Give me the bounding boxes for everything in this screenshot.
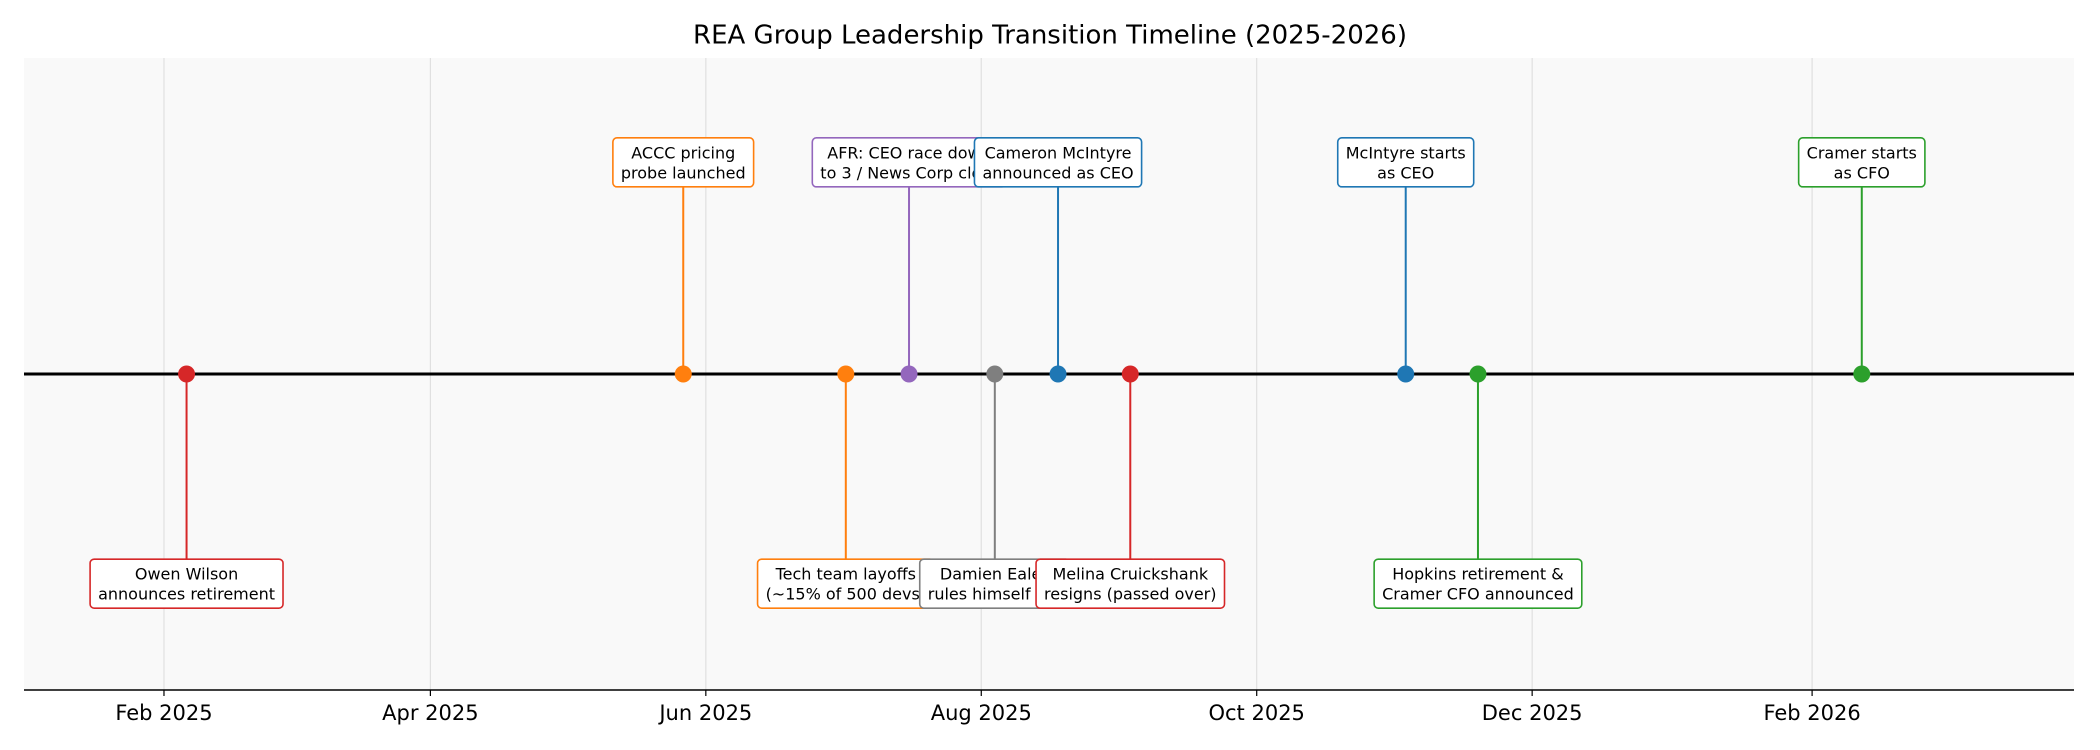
label-box	[612, 137, 755, 188]
label-line: as CEO	[1377, 163, 1434, 182]
label-line: Cramer CFO announced	[1382, 584, 1574, 603]
event-dot	[674, 365, 692, 383]
event-label-text: Damien Eales rules himself out	[928, 564, 1062, 603]
event-label: Hopkins retirement & Cramer CFO announced	[1373, 558, 1583, 609]
label-box	[1336, 137, 1475, 188]
event-label: Cameron McIntyre announced as CEO	[973, 137, 1143, 188]
event-dot	[178, 365, 196, 383]
event-label-text: Hopkins retirement & Cramer CFO announced	[1382, 564, 1574, 603]
label-line: announces retirement	[98, 584, 275, 603]
x-tick-label: Feb 2026	[1763, 701, 1860, 725]
label-line: Melina Cruickshank	[1052, 564, 1208, 583]
event-dot	[900, 365, 918, 383]
x-tick-label: Apr 2025	[382, 701, 478, 725]
event-label-text: Tech team layoffs (~15% of 500 devs)	[766, 564, 926, 603]
x-tick-label: Jun 2025	[657, 701, 752, 725]
label-line: resigns (passed over)	[1044, 584, 1216, 603]
label-box	[1035, 558, 1226, 609]
event-dot	[1397, 365, 1415, 383]
x-tick-label: Oct 2025	[1208, 701, 1304, 725]
label-line: ACCC pricing	[631, 143, 735, 162]
labels: Owen Wilson announces retirement ACCC pric…	[89, 137, 1926, 609]
event-label: AFR: CEO race down to 3 / News Corp clout	[811, 137, 1007, 188]
event-label-text: Owen Wilson announces retirement	[98, 564, 275, 603]
event-dot	[837, 365, 855, 383]
event-dot	[1853, 365, 1871, 383]
event-label-text: Cameron McIntyre announced as CEO	[982, 143, 1133, 182]
label-line: (~15% of 500 devs)	[766, 584, 926, 603]
label-line: McIntyre starts	[1346, 143, 1466, 162]
event-label: McIntyre starts as CEO	[1336, 137, 1475, 188]
label-box	[973, 137, 1143, 188]
event-dot	[1049, 365, 1067, 383]
label-box	[1797, 137, 1926, 188]
label-line: to 3 / News Corp clout	[820, 163, 997, 182]
label-line: Damien Eales	[940, 564, 1050, 583]
event-label: Tech team layoffs (~15% of 500 devs)	[756, 558, 935, 609]
label-line: Owen Wilson	[135, 564, 238, 583]
event-label: ACCC pricing probe launched	[612, 137, 755, 188]
x-tick-label: Dec 2025	[1482, 701, 1583, 725]
label-line: rules himself out	[928, 584, 1062, 603]
event-label: Cramer starts as CFO	[1797, 137, 1926, 188]
event-dot	[986, 365, 1004, 383]
dots	[178, 365, 1871, 383]
event-dot	[1121, 365, 1139, 383]
label-line: AFR: CEO race down	[827, 143, 991, 162]
x-tick-label: Feb 2025	[115, 701, 212, 725]
label-line: Cameron McIntyre	[985, 143, 1132, 162]
event-label-text: Melina Cruickshank resigns (passed over)	[1044, 564, 1216, 603]
label-line: Tech team layoffs	[775, 564, 916, 583]
label-box	[1373, 558, 1583, 609]
label-line: Cramer starts	[1807, 143, 1917, 162]
event-label-text: ACCC pricing probe launched	[621, 143, 746, 182]
chart-title: REA Group Leadership Transition Timeline…	[693, 21, 1407, 51]
event-label-text: McIntyre starts as CEO	[1346, 143, 1466, 182]
label-box	[89, 558, 284, 609]
x-tick-label: Aug 2025	[931, 701, 1032, 725]
event-label: Damien Eales rules himself out	[918, 558, 1071, 609]
event-label: Melina Cruickshank resigns (passed over)	[1035, 558, 1226, 609]
label-line: Hopkins retirement &	[1392, 564, 1564, 583]
event-dot	[1469, 365, 1487, 383]
label-line: probe launched	[621, 163, 746, 182]
event-label-text: AFR: CEO race down to 3 / News Corp clout	[820, 143, 997, 182]
label-line: as CFO	[1834, 163, 1890, 182]
event-label: Owen Wilson announces retirement	[89, 558, 284, 609]
label-line: announced as CEO	[982, 163, 1133, 182]
stems	[185, 186, 1863, 560]
event-label-text: Cramer starts as CFO	[1807, 143, 1917, 182]
